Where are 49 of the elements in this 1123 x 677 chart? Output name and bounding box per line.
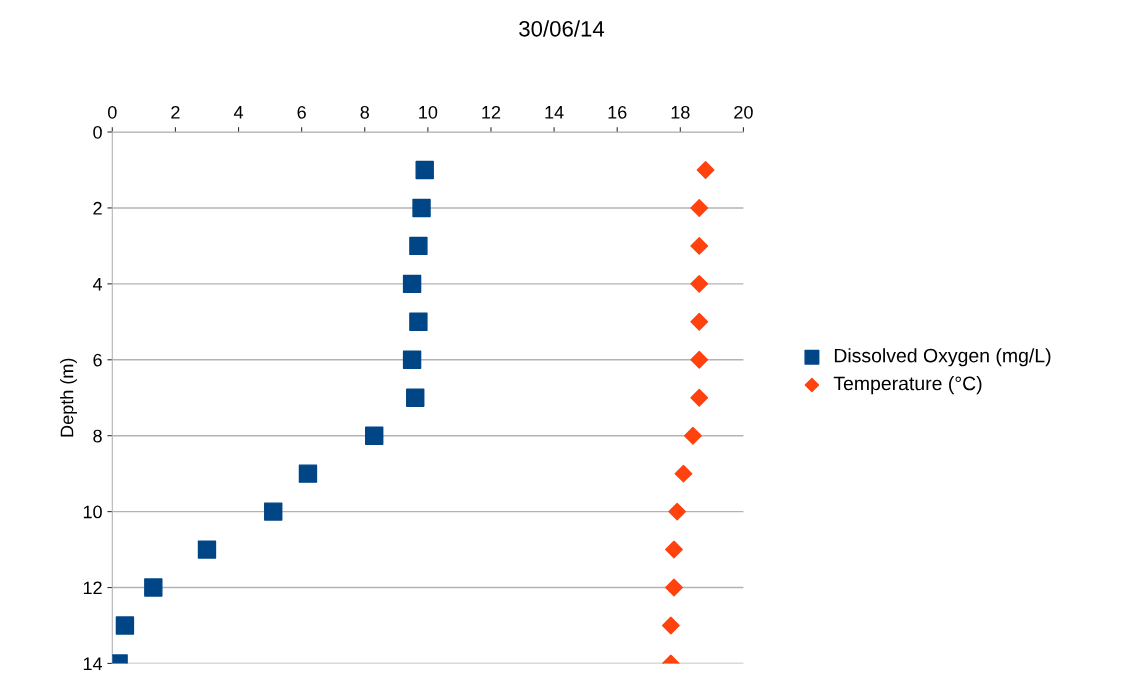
x-tick-label: 4 [233,106,244,119]
point [409,312,428,332]
x-tick-label: 8 [360,105,369,119]
point [415,160,434,180]
point [402,350,422,369]
point [690,312,709,331]
x-tick-label: 2 [171,105,180,119]
x-tick-label: 20 [734,105,753,119]
point [406,388,425,407]
point [665,578,683,597]
point [690,350,709,369]
point [412,198,431,218]
chart-title: 30/06/14 [519,20,605,37]
x-tick-label: 10 [419,105,438,119]
y-tick-label: 8 [93,429,102,443]
point [674,464,693,483]
point [665,540,683,559]
x-tick-label: 6 [297,105,306,119]
point [144,578,163,597]
y-axis-title: Depth (m) [60,358,77,437]
point [197,540,217,559]
y-tick-label: 10 [83,505,102,519]
point [690,199,709,217]
point [690,388,709,407]
point [365,426,384,445]
point [298,464,318,483]
point [690,236,709,255]
y-tick-label: 0 [93,125,102,139]
x-tick-label: 14 [545,106,564,119]
y-tick-label: 4 [92,277,103,291]
x-tick-label: 18 [671,105,690,119]
point [690,274,709,293]
point [668,502,687,521]
y-tick-label: 2 [93,201,102,215]
x-tick-label: 12 [482,105,501,119]
point [409,236,428,256]
point [661,616,680,635]
point [402,274,422,294]
point [264,502,283,521]
point [696,161,715,179]
point [115,616,135,635]
legend-label: Dissolved Oxygen (mg/L) [834,348,1051,367]
x-tick-label: 0 [107,105,117,119]
y-tick-label: 12 [83,581,102,595]
y-tick-label: 14 [83,657,103,670]
y-tick-label: 6 [93,353,102,367]
x-tick-label: 16 [608,105,627,119]
legend-label: Temperature (°C) [833,376,982,395]
point [684,426,702,445]
